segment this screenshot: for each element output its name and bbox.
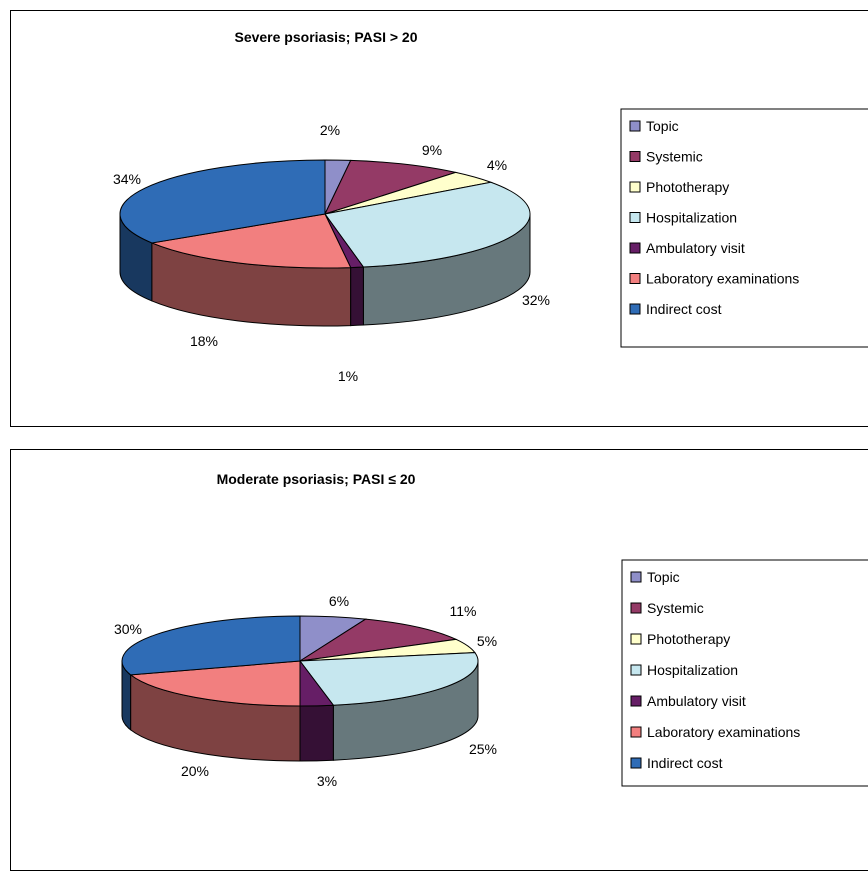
legend-swatch-phototherapy bbox=[630, 633, 642, 645]
legend-swatch-topic bbox=[629, 120, 641, 132]
legend-swatch-systemic bbox=[629, 151, 641, 162]
data-labels: 2% 9% 4% 32% 1% 18% 34% bbox=[113, 122, 550, 384]
data-label-ambulatory-visit: 1% bbox=[338, 368, 358, 384]
legend-swatch-hospitalization bbox=[629, 212, 641, 223]
legend-entry-laboratory-examinations: Laboratory examinations bbox=[646, 271, 799, 287]
data-label-phototherapy: 5% bbox=[477, 633, 497, 649]
pie-chart-severe: Severe psoriasis; PASI > 20 2% 9% 4% 32% 1% 1… bbox=[113, 29, 868, 384]
legend-swatch-ambulatory-visit bbox=[630, 695, 642, 707]
slice-systemic bbox=[299, 618, 458, 662]
legend-entry-hospitalization: Hospitalization bbox=[646, 210, 737, 226]
pie-sides bbox=[119, 213, 531, 327]
slice-laboratory-examinations bbox=[150, 213, 352, 269]
chart-title: Severe psoriasis; PASI > 20 bbox=[234, 29, 417, 45]
data-label-hospitalization: 32% bbox=[522, 292, 550, 308]
legend-entry-ambulatory-visit: Ambulatory visit bbox=[647, 693, 746, 709]
chart-title: Moderate psoriasis; PASI ≤ 20 bbox=[217, 471, 416, 487]
legend-entry-laboratory-examinations: Laboratory examinations bbox=[647, 724, 800, 740]
slice-indirect-cost bbox=[121, 615, 301, 676]
slice-hospitalization bbox=[324, 181, 531, 268]
data-label-phototherapy: 4% bbox=[487, 157, 507, 173]
legend-swatch-indirect-cost bbox=[629, 303, 641, 315]
legend-box bbox=[621, 559, 868, 787]
chart-panel-moderate: Moderate psoriasis; PASI ≤ 20 6% 11% 5% 25%… bbox=[10, 449, 868, 871]
data-label-topic: 6% bbox=[329, 593, 349, 609]
data-label-laboratory-examinations: 20% bbox=[181, 763, 209, 779]
data-label-systemic: 11% bbox=[450, 603, 477, 619]
data-label-systemic: 9% bbox=[422, 142, 442, 158]
data-label-indirect-cost: 30% bbox=[114, 621, 142, 637]
data-label-indirect-cost: 34% bbox=[113, 171, 141, 187]
slice-laboratory-examinations bbox=[129, 660, 301, 707]
legend-swatch-topic bbox=[630, 571, 642, 583]
legend: Topic Systemic Phototherapy Hospitalization… bbox=[621, 559, 868, 787]
data-labels: 6% 11%5% 25% 3% 20% 30% bbox=[114, 593, 497, 789]
slice-side-ambulatory-visit bbox=[350, 266, 364, 327]
slice-systemic bbox=[324, 159, 458, 215]
legend-entry-hospitalization: Hospitalization bbox=[647, 662, 738, 678]
legend-entry-systemic: Systemic bbox=[647, 600, 704, 616]
legend-swatch-laboratory-examinations bbox=[630, 726, 642, 738]
legend-entry-indirect-cost: Indirect cost bbox=[647, 755, 723, 771]
slice-hospitalization bbox=[299, 652, 479, 706]
data-label-ambulatory-visit: 3% bbox=[317, 773, 337, 789]
legend: Topic Systemic Phototherapy Hospitalization… bbox=[620, 108, 868, 348]
legend-swatch-ambulatory-visit bbox=[629, 242, 641, 254]
data-label-topic: 2% bbox=[320, 122, 340, 138]
legend-entry-topic: Topic bbox=[647, 569, 680, 585]
legend-entry-systemic: Systemic bbox=[646, 149, 703, 165]
slice-indirect-cost bbox=[119, 159, 326, 244]
legend-swatch-indirect-cost bbox=[630, 757, 642, 769]
legend-entry-ambulatory-visit: Ambulatory visit bbox=[646, 240, 745, 256]
legend-entry-phototherapy: Phototherapy bbox=[646, 179, 729, 195]
pie-top bbox=[121, 615, 479, 707]
legend-entry-indirect-cost: Indirect cost bbox=[646, 301, 722, 317]
data-label-laboratory-examinations: 18% bbox=[190, 333, 218, 349]
data-label-hospitalization: 25% bbox=[469, 741, 497, 757]
legend-swatch-systemic bbox=[630, 602, 642, 614]
legend-entry-topic: Topic bbox=[646, 118, 679, 134]
legend-swatch-laboratory-examinations bbox=[629, 273, 641, 284]
slice-side-ambulatory-visit bbox=[299, 704, 334, 762]
legend-entry-phototherapy: Phototherapy bbox=[647, 631, 730, 647]
pie-chart-moderate: Moderate psoriasis; PASI ≤ 20 6% 11%5% 25%… bbox=[114, 471, 868, 789]
pie-top bbox=[119, 159, 531, 269]
chart-panel-severe: Severe psoriasis; PASI > 20 2% 9% 4% 32% 1% 1… bbox=[10, 10, 868, 427]
legend-swatch-hospitalization bbox=[630, 664, 642, 676]
legend-swatch-phototherapy bbox=[629, 181, 641, 193]
legend-box bbox=[620, 108, 868, 348]
